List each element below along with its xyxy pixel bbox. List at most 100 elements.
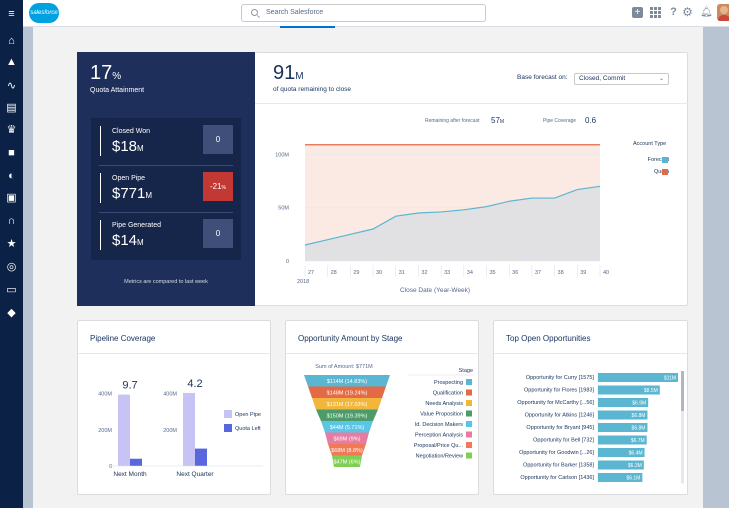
pipeline-coverage-chart[interactable]: 0 200M 200M 400M 400M 394M 9.7 Next Month 403M 4.…	[78, 321, 272, 496]
menu-icon[interactable]: ≡	[8, 8, 15, 20]
pulse-icon[interactable]: ∿	[6, 80, 17, 92]
legend-swatch	[466, 410, 472, 417]
quota-attainment-label: Quota Attainment	[90, 87, 145, 94]
bar-data-label: $8.5M	[644, 388, 658, 394]
home-icon[interactable]: ⌂	[8, 35, 15, 47]
opportunity-bar	[598, 448, 645, 457]
opportunity-bar	[598, 385, 660, 395]
funnel-segment-label: $114M (14.83%)	[327, 379, 367, 385]
category-label: Opportunity for Bell [732]	[533, 438, 594, 444]
x-tick-label: 36	[512, 270, 518, 276]
quota-attainment-value: 17%	[90, 62, 122, 84]
briefcase-icon[interactable]: ■	[8, 147, 15, 159]
clipboard-icon[interactable]: ▣	[6, 192, 17, 204]
legend-title: Account Type	[633, 141, 667, 147]
legend-label: Proposal/Price Qu...	[414, 443, 464, 449]
diamond-icon[interactable]: ◆	[7, 307, 16, 319]
legend-swatch	[466, 400, 472, 406]
headset-icon[interactable]: ∩	[7, 215, 16, 227]
x-tick-label: 37	[535, 270, 541, 276]
forecast-line-chart[interactable]: 0 50M 100M 27 28 29 30 31 32 33 34 35 36 37 38 39 40 2018	[255, 53, 688, 307]
y-tick-label: 400M	[163, 392, 177, 398]
opportunity-icon[interactable]: ▲	[6, 56, 17, 68]
reports-icon[interactable]: ▤	[6, 102, 17, 114]
metric-change-badge: 0	[203, 125, 233, 154]
funnel-segment-label: $47M (6%)	[334, 460, 361, 466]
pipeline-coverage-card: Pipeline Coverage 0 200M 200M 400M 400M 394M 9…	[77, 320, 271, 495]
legend-label: Prospecting	[434, 380, 463, 386]
search-input[interactable]: Search Salesforce	[241, 4, 486, 22]
x-tick-label: 27	[308, 270, 314, 276]
metric-change-badge: 0	[203, 219, 233, 248]
metric-pipe-generated[interactable]: Pipe Generated $14M 0	[91, 212, 241, 259]
funnel-segment	[325, 432, 369, 444]
legend-label: Qualification	[433, 391, 463, 397]
funnel-segment	[304, 375, 390, 387]
metric-change-badge: -21%	[203, 172, 233, 201]
legend-label: Id. Decision Makers	[415, 422, 464, 428]
quota-remaining-value: 91M	[273, 62, 304, 84]
opportunity-bar	[598, 398, 649, 407]
funnel-segment-label: $148M (19.24%)	[327, 391, 368, 397]
funnel-segment-label: $44M (5.71%)	[330, 425, 365, 431]
y-tick-label: 100M	[275, 152, 289, 158]
salesforce-logo[interactable]: salesforce	[29, 3, 59, 23]
bar-data-label: $6.7M	[631, 438, 645, 444]
funnel-segment	[308, 386, 386, 398]
metric-open-pipe[interactable]: Open Pipe $771M -21%	[91, 165, 241, 212]
bar-data-label: $11M	[664, 376, 676, 382]
camera-icon[interactable]: ▭	[6, 284, 17, 296]
y-tick-label: 0	[109, 464, 112, 470]
compass-icon[interactable]: ◎	[6, 261, 17, 273]
category-label: Opportunity for Curry [1575]	[526, 375, 595, 381]
forecast-area	[305, 186, 600, 261]
opportunity-bar	[598, 460, 644, 470]
opportunity-bar	[598, 423, 648, 432]
help-icon[interactable]: ?	[670, 6, 677, 18]
plus-icon[interactable]: +	[632, 7, 643, 18]
bar-data-label: $6.8M	[632, 426, 646, 432]
bar-data-label: $6.1M	[626, 476, 640, 482]
category-total: 9.7	[122, 380, 137, 392]
bar-open-pipe	[183, 392, 195, 466]
sidebar-nav: ≡ ⌂ ▲ ∿ ▤ ♛ ■ ◐ ▣ ∩ ★ ◎ ▭ ◆	[0, 0, 23, 508]
base-forecast-label: Base forecast on:	[517, 74, 568, 81]
y-tick-label: 200M	[163, 428, 177, 434]
metric-value: $18M	[112, 138, 144, 155]
crown-icon[interactable]: ♛	[6, 124, 17, 136]
bar-data-label: 394M	[114, 409, 120, 422]
star-icon[interactable]: ★	[6, 238, 17, 250]
x-tick-label: 34	[467, 270, 473, 276]
gear-icon[interactable]: ⚙	[682, 5, 693, 19]
bar-data-label: 403M	[179, 407, 185, 420]
search-placeholder: Search Salesforce	[266, 9, 324, 16]
pipe-coverage-value: 0.6	[585, 116, 597, 125]
apps-grid-icon[interactable]	[650, 7, 661, 18]
category-label: Opportunity for Atkins [1246]	[525, 413, 595, 419]
gauge-icon[interactable]: ◐	[8, 170, 15, 182]
y-tick-label: 0	[286, 259, 289, 265]
bar-data-label: $6.8M	[632, 413, 646, 419]
quota-remaining-label: of quota remaining to close	[273, 86, 352, 93]
avatar[interactable]	[717, 4, 729, 21]
funnel-chart[interactable]: Sum of Amount: $771M Stage $114M (14.83%) P…	[286, 321, 480, 496]
y-tick-label: 50M	[278, 206, 289, 212]
chevron-down-icon: ⌄	[658, 76, 664, 82]
funnel-segment-label: $68M (8.8%)	[331, 448, 363, 454]
legend-label: Perception Analysis	[415, 433, 463, 439]
legend-label: Needs Analysis	[425, 401, 463, 407]
opportunity-bar	[598, 373, 678, 382]
x-tick-label: 40	[603, 270, 609, 276]
bell-icon[interactable]: 🔔︎	[700, 7, 713, 18]
bar-open-pipe	[118, 394, 130, 466]
x-tick-label: 35	[489, 270, 495, 276]
top-opportunities-chart[interactable]: Opportunity for Curry [1575] $11M Opportun…	[494, 321, 689, 496]
funnel-segment-label: $150M (19.39%)	[327, 414, 368, 420]
metric-closed-won[interactable]: Closed Won $18M 0	[91, 118, 241, 165]
category-label: Opportunity for Goodwin [...26]	[519, 450, 594, 456]
base-forecast-select[interactable]: Closed, Commit ⌄	[574, 73, 669, 85]
legend-label: Open Pipe	[235, 412, 261, 418]
opportunity-bar	[598, 410, 648, 420]
funnel-subtitle: Sum of Amount: $771M	[315, 364, 373, 370]
metric-label: Open Pipe	[112, 175, 146, 182]
